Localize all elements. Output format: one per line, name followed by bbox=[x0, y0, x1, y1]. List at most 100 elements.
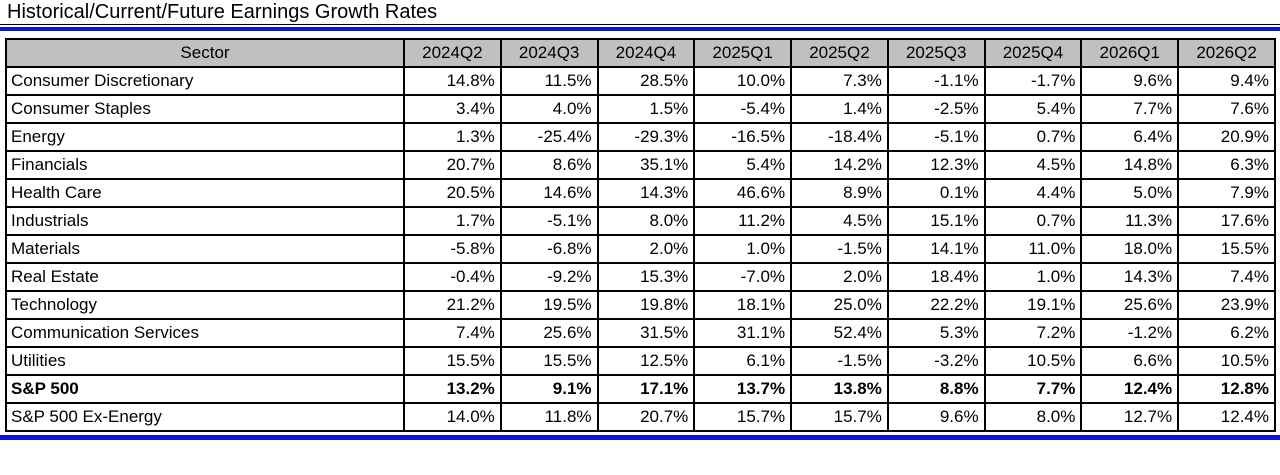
value-cell: 1.0% bbox=[693, 234, 793, 264]
table-row: Industrials 1.7% -5.1% 8.0% 11.2% 4.5% 15.1% 0.… bbox=[5, 206, 1276, 236]
value-cell: 20.5% bbox=[403, 178, 502, 208]
value-cell: 4.5% bbox=[790, 206, 889, 236]
value-cell: 31.5% bbox=[596, 318, 696, 348]
value-cell: 14.8% bbox=[1080, 150, 1180, 180]
table-row: S&P 500 13.2% 9.1% 17.1% 13.7% 13.8% 8.8% 7.7% 1… bbox=[5, 374, 1276, 404]
value-cell: 1.7% bbox=[403, 206, 502, 236]
value-cell: 20.7% bbox=[596, 402, 696, 432]
sector-cell: Communication Services bbox=[5, 318, 405, 348]
value-cell: 5.4% bbox=[983, 94, 1083, 124]
value-cell: 6.1% bbox=[693, 346, 793, 376]
column-header-sector: Sector bbox=[5, 38, 405, 68]
value-cell: 11.2% bbox=[693, 206, 793, 236]
value-cell: 17.1% bbox=[596, 374, 696, 404]
value-cell: -5.8% bbox=[403, 234, 502, 264]
value-cell: 14.3% bbox=[1080, 262, 1180, 292]
value-cell: -25.4% bbox=[499, 122, 599, 152]
value-cell: 7.7% bbox=[983, 374, 1083, 404]
value-cell: 2.0% bbox=[790, 262, 889, 292]
value-cell: 14.3% bbox=[596, 178, 696, 208]
value-cell: 7.9% bbox=[1177, 178, 1276, 208]
value-cell: -7.0% bbox=[693, 262, 793, 292]
sector-cell: Industrials bbox=[5, 206, 405, 236]
value-cell: 5.3% bbox=[886, 318, 986, 348]
sector-cell: Financials bbox=[5, 150, 405, 180]
sector-cell: Consumer Discretionary bbox=[5, 66, 405, 96]
value-cell: 25.0% bbox=[790, 290, 889, 320]
value-cell: 4.4% bbox=[983, 178, 1083, 208]
sector-cell: Energy bbox=[5, 122, 405, 152]
column-header: 2024Q4 bbox=[596, 38, 696, 68]
value-cell: -18.4% bbox=[790, 122, 889, 152]
value-cell: -9.2% bbox=[499, 262, 599, 292]
value-cell: 11.5% bbox=[499, 66, 599, 96]
value-cell: 0.7% bbox=[983, 206, 1083, 236]
value-cell: 12.4% bbox=[1080, 374, 1180, 404]
sector-cell: Technology bbox=[5, 290, 405, 320]
value-cell: -5.1% bbox=[886, 122, 986, 152]
value-cell: 12.5% bbox=[596, 346, 696, 376]
value-cell: 8.0% bbox=[983, 402, 1083, 432]
value-cell: 21.2% bbox=[403, 290, 502, 320]
value-cell: 35.1% bbox=[596, 150, 696, 180]
table-row: Materials -5.8% -6.8% 2.0% 1.0% -1.5% 14.1% 11.… bbox=[5, 234, 1276, 264]
value-cell: 8.9% bbox=[790, 178, 889, 208]
value-cell: -5.1% bbox=[499, 206, 599, 236]
column-header: 2024Q2 bbox=[403, 38, 502, 68]
value-cell: 5.4% bbox=[693, 150, 793, 180]
value-cell: 7.4% bbox=[403, 318, 502, 348]
table-body: Consumer Discretionary 14.8% 11.5% 28.5% 10.… bbox=[5, 66, 1276, 432]
value-cell: 11.0% bbox=[983, 234, 1083, 264]
value-cell: -1.1% bbox=[886, 66, 986, 96]
value-cell: 14.6% bbox=[499, 178, 599, 208]
value-cell: 20.7% bbox=[403, 150, 502, 180]
value-cell: 12.8% bbox=[1177, 374, 1276, 404]
value-cell: 1.0% bbox=[983, 262, 1083, 292]
value-cell: 28.5% bbox=[596, 66, 696, 96]
value-cell: -3.2% bbox=[886, 346, 986, 376]
sector-cell: S&P 500 bbox=[5, 374, 405, 404]
sector-cell: Consumer Staples bbox=[5, 94, 405, 124]
value-cell: 10.5% bbox=[983, 346, 1083, 376]
value-cell: 1.4% bbox=[790, 94, 889, 124]
table-header: Sector 2024Q2 2024Q3 2024Q4 2025Q1 2025Q2 2025… bbox=[5, 38, 1276, 68]
table-row: Energy 1.3% -25.4% -29.3% -16.5% -18.4% -5.1% 0… bbox=[5, 122, 1276, 152]
value-cell: -0.4% bbox=[403, 262, 502, 292]
value-cell: 0.1% bbox=[886, 178, 986, 208]
sector-cell: Utilities bbox=[5, 346, 405, 376]
table-row: Consumer Staples 3.4% 4.0% 1.5% -5.4% 1.4% -2.… bbox=[5, 94, 1276, 124]
value-cell: 9.6% bbox=[1080, 66, 1180, 96]
value-cell: 15.1% bbox=[886, 206, 986, 236]
value-cell: 12.3% bbox=[886, 150, 986, 180]
value-cell: 46.6% bbox=[693, 178, 793, 208]
value-cell: 5.0% bbox=[1080, 178, 1180, 208]
value-cell: 6.3% bbox=[1177, 150, 1276, 180]
value-cell: 19.8% bbox=[596, 290, 696, 320]
value-cell: 22.2% bbox=[886, 290, 986, 320]
page-title: Historical/Current/Future Earnings Growt… bbox=[7, 1, 438, 23]
value-cell: 1.5% bbox=[596, 94, 696, 124]
value-cell: 23.9% bbox=[1177, 290, 1276, 320]
table-row: Utilities 15.5% 15.5% 12.5% 6.1% -1.5% -3.2% 10… bbox=[5, 346, 1276, 376]
table-row: Real Estate -0.4% -9.2% 15.3% -7.0% 2.0% 18.4%… bbox=[5, 262, 1276, 292]
column-header: 2024Q3 bbox=[499, 38, 599, 68]
value-cell: -2.5% bbox=[886, 94, 986, 124]
value-cell: 8.8% bbox=[886, 374, 986, 404]
value-cell: 12.4% bbox=[1177, 402, 1276, 432]
value-cell: 2.0% bbox=[596, 234, 696, 264]
value-cell: 18.1% bbox=[693, 290, 793, 320]
title-rule-black bbox=[0, 24, 1280, 25]
header-row: Sector 2024Q2 2024Q3 2024Q4 2025Q1 2025Q2 2025… bbox=[5, 38, 1276, 68]
value-cell: 13.8% bbox=[790, 374, 889, 404]
value-cell: 13.2% bbox=[403, 374, 502, 404]
column-header: 2026Q1 bbox=[1080, 38, 1180, 68]
value-cell: 14.2% bbox=[790, 150, 889, 180]
table-row: Health Care 20.5% 14.6% 14.3% 46.6% 8.9% 0.1% 4… bbox=[5, 178, 1276, 208]
value-cell: 7.4% bbox=[1177, 262, 1276, 292]
value-cell: 11.3% bbox=[1080, 206, 1180, 236]
value-cell: 6.2% bbox=[1177, 318, 1276, 348]
value-cell: 10.0% bbox=[693, 66, 793, 96]
value-cell: 9.6% bbox=[886, 402, 986, 432]
value-cell: 18.0% bbox=[1080, 234, 1180, 264]
value-cell: 15.5% bbox=[403, 346, 502, 376]
